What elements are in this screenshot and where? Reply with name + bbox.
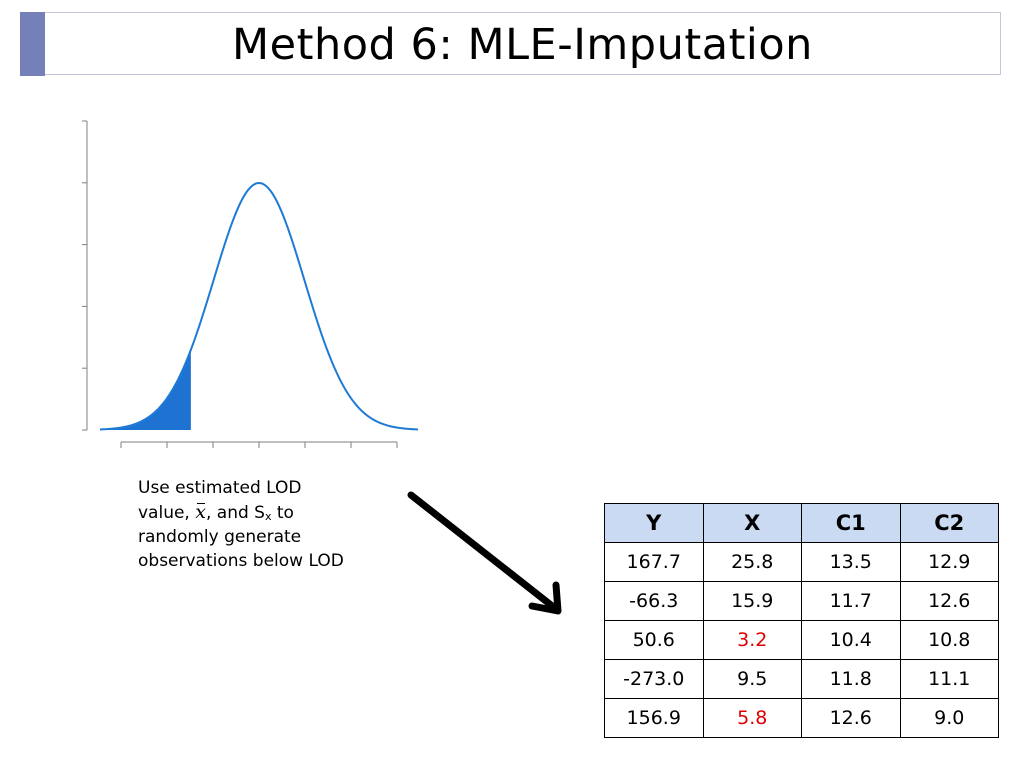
caption-line-1: Use estimated LOD <box>138 478 302 498</box>
table-row: 156.9 5.8 12.6 9.0 <box>604 698 999 738</box>
header-cell: C1 <box>801 503 901 543</box>
table-cell: 9.0 <box>899 698 999 738</box>
caption: Use estimated LOD value, x, and Sx to ra… <box>138 476 398 573</box>
table-cell: 12.9 <box>899 542 999 582</box>
table-cell: 13.5 <box>801 542 901 582</box>
table-cell: 25.8 <box>702 542 802 582</box>
caption-subscript-x: x <box>264 510 272 523</box>
header-cell: X <box>702 503 802 543</box>
table-cell: 9.5 <box>702 659 802 699</box>
slide-title: Method 6: MLE-Imputation <box>232 19 813 70</box>
caption-line-4: observations below LOD <box>138 551 344 571</box>
lower-tail-shaded-area <box>100 349 191 430</box>
table-cell: 11.7 <box>801 581 901 621</box>
table-cell: 167.7 <box>604 542 704 582</box>
header-cell: C2 <box>899 503 999 543</box>
table-cell: 11.1 <box>899 659 999 699</box>
imputed-cell: 3.2 <box>702 620 802 660</box>
caption-line-3: randomly generate <box>138 527 302 547</box>
caption-to: to <box>271 503 294 523</box>
table-row: 167.7 25.8 13.5 12.9 <box>604 542 999 582</box>
chart-axes <box>82 120 398 448</box>
density-curve <box>99 181 419 431</box>
table-cell: 15.9 <box>702 581 802 621</box>
table-cell: 10.4 <box>801 620 901 660</box>
data-table: Y X C1 C2 167.7 25.8 13.5 12.9 -66.3 15.9 11.7… <box>604 503 999 738</box>
x-bar-symbol: x <box>195 501 206 523</box>
header-cell: Y <box>604 503 704 543</box>
caption-value-prefix: value, <box>138 503 196 523</box>
table-row: -273.0 9.5 11.8 11.1 <box>604 659 999 699</box>
table-cell: -273.0 <box>604 659 704 699</box>
table-row: -66.3 15.9 11.7 12.6 <box>604 581 999 621</box>
table-cell: 12.6 <box>801 698 901 738</box>
table-cell: 10.8 <box>899 620 999 660</box>
table-cell: -66.3 <box>604 581 704 621</box>
title-accent-bar <box>20 12 45 76</box>
table-row: 50.6 3.2 10.4 10.8 <box>604 620 999 660</box>
table-header-row: Y X C1 C2 <box>604 503 999 543</box>
imputed-cell: 5.8 <box>702 698 802 738</box>
table-cell: 50.6 <box>604 620 704 660</box>
table-cell: 156.9 <box>604 698 704 738</box>
caption-and-s: , and S <box>205 503 265 523</box>
table-cell: 11.8 <box>801 659 901 699</box>
title-box: Method 6: MLE-Imputation <box>45 12 1001 75</box>
table-cell: 12.6 <box>899 581 999 621</box>
